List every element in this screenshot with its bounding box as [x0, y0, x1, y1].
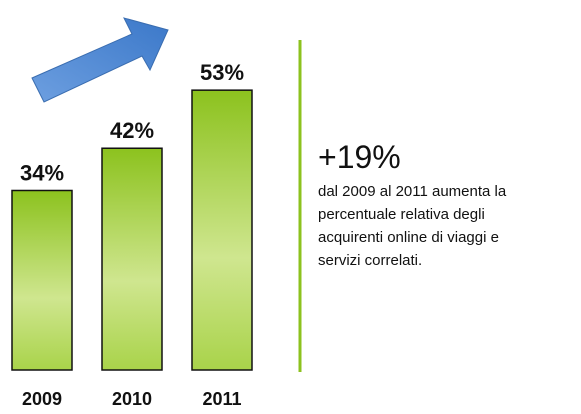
bar	[101, 147, 163, 371]
x-tick-label: 2009	[22, 389, 62, 409]
bar	[191, 89, 253, 371]
value-label: 34%	[20, 160, 64, 185]
value-label: 42%	[110, 118, 154, 143]
x-tick-label: 2010	[112, 389, 152, 409]
headline: +19%	[318, 139, 401, 175]
annotation-line: acquirenti online di viaggi e	[318, 229, 499, 246]
trend-arrow	[31, 17, 169, 103]
value-label: 53%	[200, 60, 244, 85]
annotation-line: percentuale relativa degli	[318, 206, 485, 223]
annotation-line: dal 2009 al 2011 aumenta la	[318, 183, 507, 200]
bar	[11, 189, 73, 371]
x-tick-label: 2011	[202, 389, 241, 409]
annotation-line: servizi correlati.	[318, 252, 422, 269]
